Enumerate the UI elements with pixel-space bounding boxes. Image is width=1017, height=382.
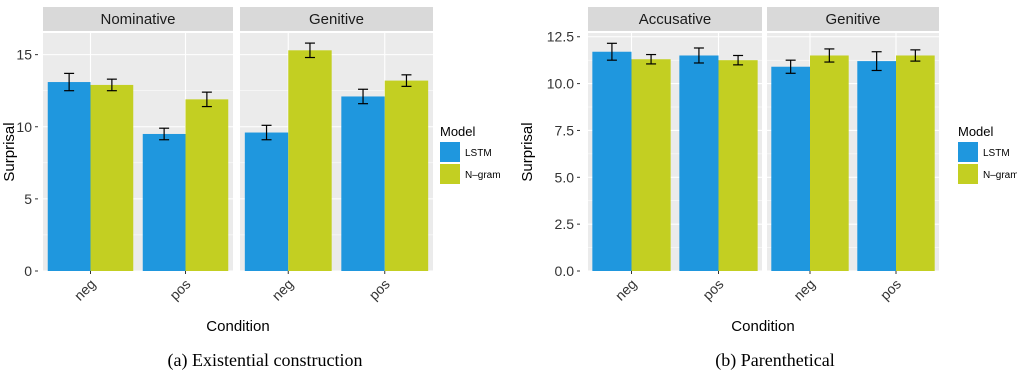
bar-lstm-neg: [771, 66, 810, 271]
facet-strip: [43, 7, 233, 31]
bar-lstm-pos: [857, 61, 896, 272]
error-bar: [910, 49, 921, 62]
facet-nominative: Nominative neg pos: [43, 7, 233, 304]
bar-lstm-neg: [47, 82, 91, 272]
bar-n-gram-neg: [810, 55, 849, 271]
bar-lstm-pos: [341, 96, 385, 271]
y-tick-label: 10.0: [547, 76, 574, 92]
legend-swatch: [440, 142, 460, 162]
error-bar: [733, 54, 744, 66]
bar-n-gram-pos: [896, 55, 935, 271]
legend-entry: N–gram: [983, 170, 1017, 181]
error-bar: [693, 47, 704, 64]
facet-label: Genitive: [309, 11, 364, 28]
bar-n-gram-neg: [288, 50, 332, 272]
bar-n-gram-pos: [185, 99, 229, 271]
bar-n-gram-pos: [384, 80, 429, 271]
legend: Model LSTM N–gram: [440, 124, 501, 184]
error-bar: [646, 53, 657, 65]
bar-lstm-pos: [679, 55, 719, 271]
chart-a: Surprisal 0 5 10 15 Nominative neg pos Genitive n…: [1, 7, 501, 335]
bar-n-gram-neg: [631, 59, 671, 271]
error-bar: [785, 59, 796, 74]
bar-lstm-neg: [592, 51, 632, 271]
facet-label: Genitive: [825, 11, 880, 28]
y-tick-label: 2.5: [555, 216, 575, 232]
y-axis-label: Surprisal: [1, 122, 18, 181]
legend-title: Model: [958, 124, 994, 139]
error-bar: [261, 124, 272, 141]
facet-genitive: Genitive neg pos: [767, 7, 939, 304]
facet-accusative: Accusative neg pos: [588, 7, 762, 304]
x-tick-label: neg: [71, 276, 99, 304]
x-tick-label: pos: [699, 276, 726, 303]
y-tick-label: 10: [16, 119, 32, 135]
error-bar: [824, 48, 835, 63]
x-tick-label: neg: [790, 276, 818, 304]
y-tick-label: 0: [24, 263, 32, 279]
legend-entry: LSTM: [465, 148, 492, 159]
x-tick-label: neg: [612, 276, 640, 304]
x-tick-label: pos: [166, 276, 193, 303]
facet-strip: [240, 7, 433, 31]
legend-entry: LSTM: [983, 148, 1010, 159]
caption-b: (b) Parenthetical: [715, 350, 835, 370]
legend-swatch: [958, 142, 978, 162]
y-tick-label: 12.5: [547, 29, 574, 45]
error-bar: [401, 74, 412, 87]
legend: Model LSTM N–gram: [958, 124, 1017, 184]
error-bar: [304, 42, 315, 59]
y-tick-label: 0.0: [555, 263, 575, 279]
bar-n-gram-neg: [90, 84, 134, 271]
y-tick-label: 15: [16, 47, 32, 63]
figure: Surprisal 0 5 10 15 Nominative neg pos Genitive n…: [1, 7, 1017, 335]
error-bar: [64, 72, 75, 92]
error-bar: [871, 51, 882, 72]
chart-b: Surprisal 0.0 2.5 5.0 7.5 10.0 12.5 Accusative n…: [519, 7, 1017, 335]
error-bar: [358, 88, 369, 105]
y-tick-label: 5.0: [555, 169, 575, 185]
x-axis-label: Condition: [206, 318, 269, 335]
x-tick-label: pos: [366, 276, 393, 303]
x-tick-label: neg: [269, 276, 297, 304]
error-bar: [201, 91, 212, 108]
legend-swatch: [440, 164, 460, 184]
y-axis-label: Surprisal: [519, 122, 536, 181]
legend-title: Model: [440, 124, 476, 139]
bar-lstm-neg: [244, 132, 289, 271]
caption-a: (a) Existential construction: [167, 350, 363, 370]
legend-swatch: [958, 164, 978, 184]
facet-genitive: Genitive neg pos: [240, 7, 433, 304]
facet-label: Accusative: [639, 11, 712, 28]
y-tick-label: 5: [24, 191, 32, 207]
facet-strip: [767, 7, 939, 31]
bar-n-gram-pos: [718, 60, 758, 271]
x-tick-label: pos: [877, 276, 904, 303]
error-bar: [606, 42, 617, 61]
error-bar: [159, 127, 170, 141]
x-axis-label: Condition: [731, 318, 794, 335]
error-bar: [106, 78, 117, 92]
facet-label: Nominative: [100, 11, 175, 28]
legend-entry: N–gram: [465, 170, 501, 181]
facet-strip: [588, 7, 762, 31]
bar-lstm-pos: [142, 133, 186, 271]
y-tick-label: 7.5: [555, 122, 575, 138]
